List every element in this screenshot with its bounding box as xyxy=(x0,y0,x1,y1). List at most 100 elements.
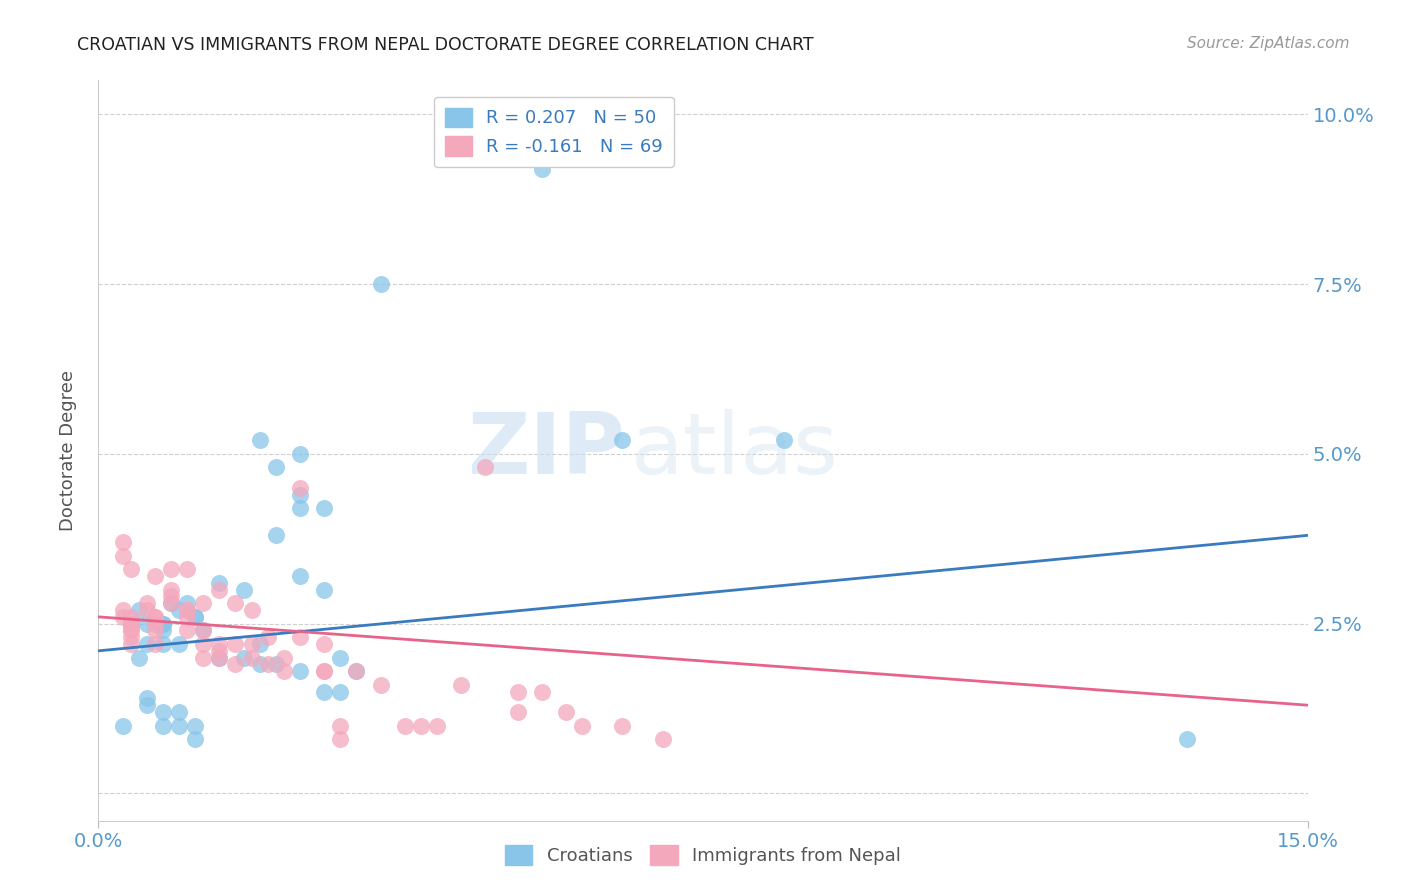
Point xyxy=(135,691,157,706)
Point xyxy=(506,684,529,698)
Point xyxy=(506,705,529,719)
Point xyxy=(176,562,198,576)
Point xyxy=(530,161,553,176)
Point xyxy=(772,434,794,448)
Point xyxy=(612,718,634,732)
Point xyxy=(370,277,392,291)
Point xyxy=(193,624,215,638)
Point xyxy=(193,596,215,610)
Point xyxy=(143,637,166,651)
Point xyxy=(555,705,578,719)
Point xyxy=(530,684,553,698)
Point xyxy=(120,637,142,651)
Point xyxy=(160,590,183,604)
Point xyxy=(160,562,183,576)
Point xyxy=(143,569,166,583)
Point xyxy=(288,501,311,516)
Point xyxy=(329,650,352,665)
Point xyxy=(208,582,231,597)
Point xyxy=(288,481,311,495)
Point xyxy=(143,624,166,638)
Point xyxy=(160,596,183,610)
Point xyxy=(224,596,246,610)
Point xyxy=(240,603,263,617)
Point xyxy=(135,596,157,610)
Point xyxy=(474,460,496,475)
Point xyxy=(167,637,190,651)
Point xyxy=(314,684,336,698)
Point xyxy=(167,705,190,719)
Point xyxy=(184,732,207,747)
Point xyxy=(120,616,142,631)
Point xyxy=(176,596,198,610)
Point xyxy=(651,732,673,747)
Point xyxy=(224,637,246,651)
Point xyxy=(256,630,278,644)
Point xyxy=(143,610,166,624)
Point xyxy=(208,650,231,665)
Point xyxy=(314,582,336,597)
Point xyxy=(160,596,183,610)
Point xyxy=(264,460,287,475)
Point xyxy=(120,616,142,631)
Point xyxy=(394,718,416,732)
Point xyxy=(176,603,198,617)
Point xyxy=(135,698,157,713)
Point xyxy=(232,650,254,665)
Point xyxy=(240,637,263,651)
Point xyxy=(176,603,198,617)
Point xyxy=(152,616,174,631)
Point xyxy=(314,501,336,516)
Point xyxy=(193,624,215,638)
Point xyxy=(111,535,134,549)
Point xyxy=(152,705,174,719)
Point xyxy=(344,664,367,678)
Point xyxy=(370,678,392,692)
Point xyxy=(264,657,287,672)
Point xyxy=(1175,732,1198,747)
Point xyxy=(184,610,207,624)
Point xyxy=(152,637,174,651)
Point xyxy=(314,664,336,678)
Point xyxy=(612,434,634,448)
Point xyxy=(184,610,207,624)
Point xyxy=(288,630,311,644)
Point xyxy=(176,624,198,638)
Point xyxy=(167,718,190,732)
Point xyxy=(256,657,278,672)
Point xyxy=(135,637,157,651)
Point xyxy=(314,637,336,651)
Point xyxy=(120,610,142,624)
Point xyxy=(426,718,449,732)
Point xyxy=(152,616,174,631)
Point xyxy=(288,487,311,501)
Point xyxy=(160,582,183,597)
Point xyxy=(176,610,198,624)
Point xyxy=(314,664,336,678)
Point xyxy=(111,549,134,563)
Text: ZIP: ZIP xyxy=(467,409,624,492)
Point xyxy=(120,616,142,631)
Point xyxy=(409,718,432,732)
Point xyxy=(329,718,352,732)
Point xyxy=(208,650,231,665)
Point xyxy=(120,624,142,638)
Point xyxy=(249,434,271,448)
Point xyxy=(120,630,142,644)
Point xyxy=(329,732,352,747)
Text: CROATIAN VS IMMIGRANTS FROM NEPAL DOCTORATE DEGREE CORRELATION CHART: CROATIAN VS IMMIGRANTS FROM NEPAL DOCTOR… xyxy=(77,36,814,54)
Point xyxy=(264,528,287,542)
Point xyxy=(152,718,174,732)
Point xyxy=(120,624,142,638)
Point xyxy=(120,562,142,576)
Point xyxy=(329,684,352,698)
Point xyxy=(273,664,295,678)
Y-axis label: Doctorate Degree: Doctorate Degree xyxy=(59,370,77,531)
Point xyxy=(208,644,231,658)
Legend: R = 0.207   N = 50, R = -0.161   N = 69: R = 0.207 N = 50, R = -0.161 N = 69 xyxy=(434,96,673,167)
Point xyxy=(249,657,271,672)
Point xyxy=(240,650,263,665)
Text: Source: ZipAtlas.com: Source: ZipAtlas.com xyxy=(1187,36,1350,51)
Point xyxy=(193,650,215,665)
Point xyxy=(450,678,472,692)
